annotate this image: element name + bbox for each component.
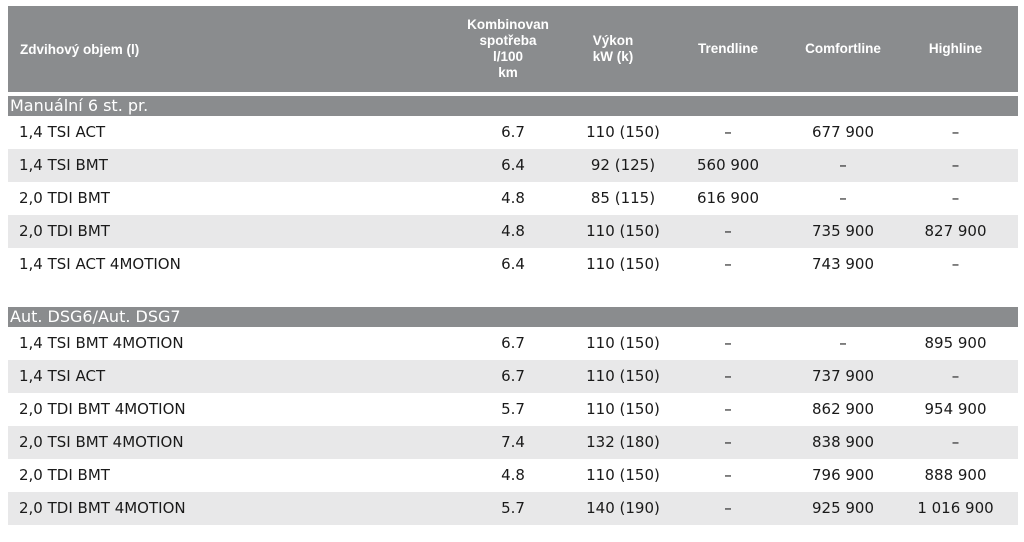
table-body: Manuální 6 st. pr. 1,4 TSI ACT 6.7 110 (150… [8, 92, 1018, 525]
cell-power: 110 (150) [586, 334, 660, 352]
cell-highline: 895 900 [924, 334, 987, 352]
cell-comfortline: 862 900 [811, 400, 875, 418]
cell-power: 110 (150) [586, 367, 660, 385]
header-consumption-line: Kombinovan [467, 17, 549, 32]
cell-consumption: 4.8 [501, 222, 525, 240]
cell-engine: 2,0 TDI BMT 4MOTION [19, 400, 186, 418]
cell-engine: 1,4 TSI BMT 4MOTION [19, 334, 184, 352]
cell-highline: – [951, 255, 960, 273]
header-consumption: Kombinovan spotřeba l/100 km [453, 6, 563, 92]
table-row: 2,0 TDI BMT 4.8 85 (115) 616 900 – – [8, 182, 1018, 215]
cell-highline: – [951, 367, 960, 385]
header-comfortline: Comfortline [805, 41, 881, 56]
cell-trendline: 616 900 [696, 189, 760, 207]
header-power-line: kW (k) [592, 49, 634, 64]
cell-power: 110 (150) [586, 466, 660, 484]
table-row: 1,4 TSI ACT 6.7 110 (150) – 737 900 – [8, 360, 1018, 393]
cell-comfortline: 735 900 [811, 222, 875, 240]
cell-engine: 2,0 TDI BMT [19, 466, 110, 484]
price-table: Zdvihový objem (l) Kombinovan spotřeba l… [8, 6, 1018, 525]
divider [8, 92, 1018, 96]
table-row: 2,0 TDI BMT 4MOTION 5.7 110 (150) – 862 900 9… [8, 393, 1018, 426]
cell-power: 140 (190) [586, 499, 660, 517]
cell-trendline: – [724, 466, 732, 484]
header-consumption-line: km [498, 65, 518, 80]
cell-comfortline: – [839, 334, 847, 352]
cell-trendline: – [724, 367, 732, 385]
cell-consumption: 7.4 [501, 433, 525, 451]
cell-highline: 827 900 [924, 222, 987, 240]
cell-trendline: – [724, 255, 732, 273]
cell-trendline: – [724, 499, 732, 517]
cell-comfortline: – [839, 156, 847, 174]
table-row: 2,0 TDI BMT 4.8 110 (150) – 796 900 888 900 [8, 459, 1018, 492]
cell-trendline: – [724, 400, 732, 418]
cell-engine: 1,4 TSI ACT 4MOTION [19, 255, 181, 273]
cell-power: 132 (180) [586, 433, 660, 451]
header-engine: Zdvihový objem (l) [20, 41, 140, 57]
cell-engine: 2,0 TDI BMT 4MOTION [19, 499, 186, 517]
cell-highline: 954 900 [924, 400, 987, 418]
cell-consumption: 5.7 [501, 400, 525, 418]
header-highline: Highline [928, 41, 983, 56]
table-row: 1,4 TSI ACT 6.7 110 (150) – 677 900 – [8, 116, 1018, 149]
cell-power: 92 (125) [590, 156, 656, 174]
cell-trendline: – [724, 334, 732, 352]
cell-engine: 2,0 TDI BMT [19, 222, 110, 240]
header-trendline: Trendline [697, 41, 758, 56]
cell-consumption: 5.7 [501, 499, 525, 517]
cell-consumption: 6.7 [501, 334, 525, 352]
table-row: 1,4 TSI ACT 4MOTION 6.4 110 (150) – 743 900 – [8, 248, 1018, 281]
table-header: Zdvihový objem (l) Kombinovan spotřeba l… [8, 6, 1018, 92]
cell-consumption: 6.4 [501, 156, 525, 174]
cell-highline: – [951, 433, 960, 451]
table-row: 2,0 TDI BMT 4MOTION 5.7 140 (190) – 925 900 1… [8, 492, 1018, 525]
cell-engine: 1,4 TSI BMT [19, 156, 108, 174]
section-spacer [8, 281, 1018, 307]
cell-highline: 1 016 900 [917, 499, 994, 517]
cell-power: 85 (115) [590, 189, 656, 207]
cell-consumption: 6.7 [501, 367, 525, 385]
table-row: 1,4 TSI BMT 6.4 92 (125) 560 900 – – [8, 149, 1018, 182]
cell-comfortline: 925 900 [811, 499, 875, 517]
header-power: Výkon kW (k) [573, 6, 653, 92]
cell-consumption: 4.8 [501, 466, 525, 484]
cell-engine: 2,0 TSI BMT 4MOTION [19, 433, 184, 451]
cell-consumption: 6.4 [501, 255, 525, 273]
table-row: 1,4 TSI BMT 4MOTION 6.7 110 (150) – – 895 900 [8, 327, 1018, 360]
cell-consumption: 4.8 [501, 189, 525, 207]
cell-trendline: – [724, 222, 732, 240]
cell-highline: – [951, 123, 960, 141]
cell-trendline: – [724, 433, 732, 451]
cell-engine: 1,4 TSI ACT [19, 367, 106, 385]
header-consumption-line: l/100 [492, 49, 523, 64]
table-row: 2,0 TDI BMT 4.8 110 (150) – 735 900 827 900 [8, 215, 1018, 248]
cell-power: 110 (150) [586, 123, 660, 141]
cell-comfortline: – [839, 189, 847, 207]
cell-comfortline: 737 900 [811, 367, 875, 385]
cell-power: 110 (150) [586, 400, 660, 418]
cell-comfortline: 743 900 [811, 255, 875, 273]
cell-comfortline: 838 900 [811, 433, 875, 451]
header-power-line: Výkon [592, 33, 634, 48]
cell-highline: – [951, 189, 960, 207]
cell-comfortline: 677 900 [811, 123, 875, 141]
cell-trendline: – [724, 123, 732, 141]
header-consumption-line: spotřeba [479, 33, 537, 48]
cell-engine: 1,4 TSI ACT [19, 123, 106, 141]
table-row: 2,0 TSI BMT 4MOTION 7.4 132 (180) – 838 900 – [8, 426, 1018, 459]
cell-highline: 888 900 [924, 466, 987, 484]
section-title: Aut. DSG6/Aut. DSG7 [8, 307, 1018, 327]
cell-power: 110 (150) [586, 255, 660, 273]
cell-highline: – [951, 156, 960, 174]
section-title: Manuální 6 st. pr. [8, 96, 1018, 116]
cell-consumption: 6.7 [501, 123, 525, 141]
cell-engine: 2,0 TDI BMT [19, 189, 110, 207]
cell-comfortline: 796 900 [811, 466, 875, 484]
cell-power: 110 (150) [586, 222, 660, 240]
cell-trendline: 560 900 [696, 156, 760, 174]
